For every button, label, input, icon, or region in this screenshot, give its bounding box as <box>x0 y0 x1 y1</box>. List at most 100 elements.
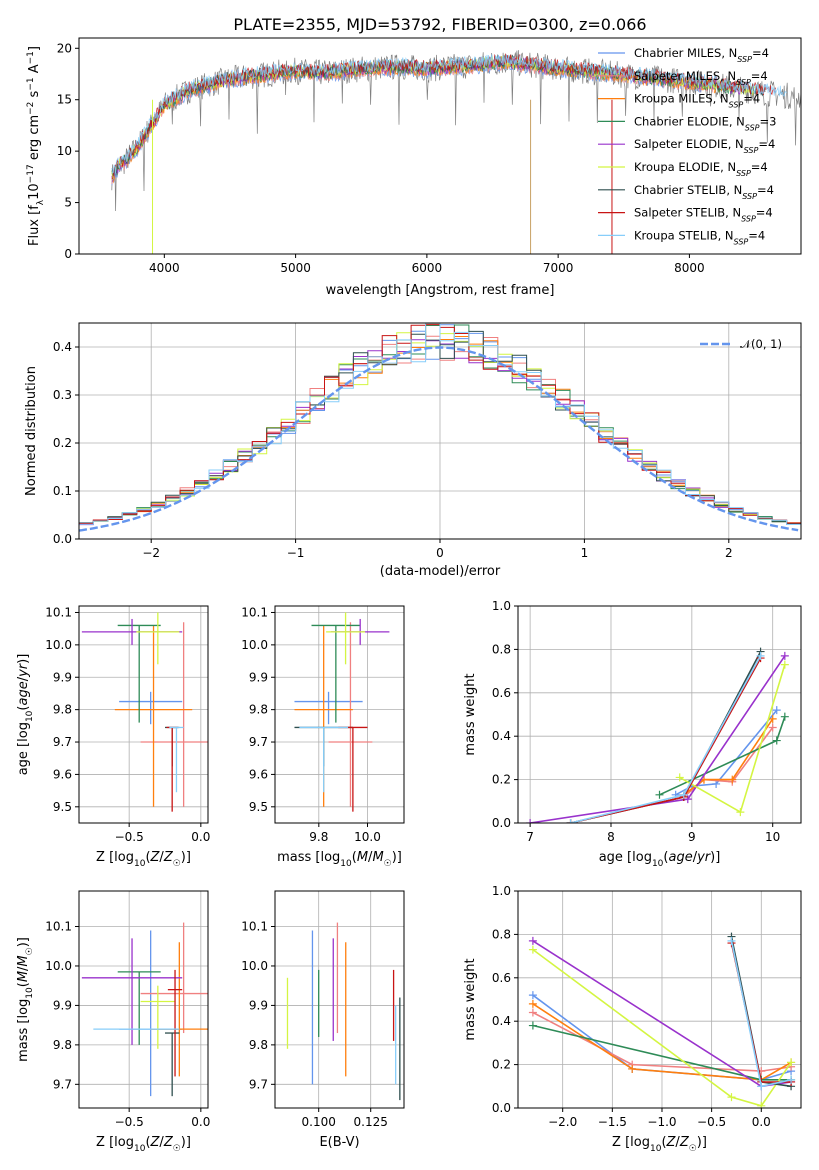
x-tick-label: −2.0 <box>548 1115 577 1129</box>
legend-subscript: SSP <box>734 237 749 246</box>
label-part: Z <box>163 1135 174 1150</box>
plus-marker <box>675 773 684 782</box>
plot-area <box>81 922 208 1097</box>
y-axis-label: mass weight <box>463 673 478 755</box>
x-tick-label: 8 <box>607 830 615 844</box>
y-tick-label: 15 <box>57 93 72 107</box>
mass-weight-line <box>570 655 762 823</box>
plus-marker <box>772 706 781 715</box>
label-part: Z [log <box>96 1135 134 1150</box>
legend-label: Salpeter STELIB, NSSP=4 <box>634 206 773 224</box>
label-part: / <box>693 850 698 865</box>
legend-subscript: SSP <box>744 146 759 155</box>
data-point <box>326 612 366 665</box>
data-point <box>114 625 193 807</box>
plus-marker <box>727 936 736 945</box>
plus-marker <box>528 945 537 954</box>
y-tick-label: 0.0 <box>492 1101 511 1115</box>
y-tick-label: 9.7 <box>53 735 72 749</box>
plus-marker <box>757 1082 766 1091</box>
legend: Chabrier MILES, NSSP=4 Salpeter MILES, NS… <box>598 46 776 246</box>
legend-label: Chabrier ELODIE, NSSP=3 <box>634 114 776 131</box>
y-tick-label: 10.0 <box>241 959 268 973</box>
label-part: M <box>372 850 383 865</box>
plus-marker <box>757 1101 766 1108</box>
x-tick-label: −1 <box>287 546 305 560</box>
legend-subscript: SSP <box>742 191 757 200</box>
legend-label: Salpeter ELODIE, NSSP=4 <box>634 137 775 155</box>
legend-subscript: SSP <box>745 123 760 132</box>
plot-area <box>111 50 801 254</box>
x-tick-label: 0.100 <box>302 1115 336 1129</box>
y-tick-label: 9.7 <box>249 735 268 749</box>
label-part: 10 <box>340 859 352 869</box>
plus-marker <box>756 651 765 660</box>
label-part: Z <box>150 1135 161 1150</box>
label-part: )] <box>181 850 191 865</box>
label-part: / <box>16 676 31 681</box>
label-part: ( <box>16 706 31 711</box>
label-part: Z [log <box>96 850 134 865</box>
y-tick-label: 10 <box>57 144 72 158</box>
mass-weight-line <box>675 709 778 796</box>
x-tick-label: −2 <box>142 546 160 560</box>
data-point <box>140 922 208 1034</box>
legend-label: Chabrier MILES, NSSP=4 <box>634 46 769 64</box>
mass-weight-line <box>532 1011 792 1072</box>
y-tick-label: 9.9 <box>249 998 268 1012</box>
mass-weight-series <box>566 654 765 823</box>
y-tick-label: 20 <box>57 41 72 55</box>
legend-value: =4 <box>751 69 768 83</box>
legend-value: =4 <box>751 160 768 174</box>
plus-marker <box>526 819 535 823</box>
x-tick-label: 0.0 <box>752 1115 771 1129</box>
y-axis-label: mass [log10(M/M☉)] <box>16 937 35 1062</box>
mass-weight-series <box>727 936 796 1091</box>
y-tick-label: 0.8 <box>492 642 511 656</box>
label-part: / <box>159 1135 164 1150</box>
label-part: age [log <box>599 850 652 865</box>
data-point <box>117 971 161 1045</box>
label-part: Z <box>666 1135 677 1150</box>
x-tick-label: 0.0 <box>191 1115 210 1129</box>
plus-marker <box>679 790 688 799</box>
data-point <box>338 726 368 812</box>
data-point <box>140 622 208 807</box>
y-tick-label: 10.1 <box>45 605 72 619</box>
x-axis-label: Z [log10(Z/Z☉)] <box>96 850 191 869</box>
legend-text: Kroupa ELODIE, N <box>634 160 736 174</box>
x-axis-label: E(B-V) <box>319 1135 359 1150</box>
normal-reference-curve <box>79 346 799 532</box>
mass-weight-series <box>526 651 789 823</box>
legend-value: =4 <box>756 206 773 220</box>
legend-text: Salpeter ELODIE, N <box>634 137 744 151</box>
x-axis-label: wavelength [Angstrom, rest frame] <box>326 283 555 298</box>
label-part: M <box>357 850 368 865</box>
label-part: ( <box>352 850 357 865</box>
label-part: ( <box>661 1135 666 1150</box>
label-part: −1 <box>26 77 36 90</box>
grid-lines <box>275 891 404 1108</box>
y-tick-label: 10.0 <box>45 638 72 652</box>
y-tick-label: 9.6 <box>53 767 72 781</box>
legend-label: Salpeter MILES, NSSP=4 <box>634 69 768 87</box>
data-point <box>136 612 180 665</box>
x-tick-label: 0.0 <box>191 830 210 844</box>
label-part: ] <box>27 46 42 51</box>
data-point <box>119 691 183 725</box>
y-tick-label: 10.1 <box>241 920 268 934</box>
age-vs-mass-panel: 9.8 10.0 9.5 9.6 9.7 9.8 9.9 10.0 10.1 mass [log1… <box>241 605 405 869</box>
x-tick-label: 0 <box>436 546 444 560</box>
mass-weight-series <box>566 651 765 823</box>
label-part: )] <box>181 1135 191 1150</box>
x-tick-label: 5000 <box>280 261 311 275</box>
y-tick-label: 9.9 <box>53 998 72 1012</box>
y-tick-label: 0.4 <box>53 340 72 354</box>
label-part: 10 <box>25 710 35 722</box>
label-part: / <box>675 1135 680 1150</box>
data-point <box>117 624 161 723</box>
legend-text: Chabrier ELODIE, N <box>634 114 745 128</box>
x-tick-label: 4000 <box>149 261 180 275</box>
x-axis-label: (data-model)/error <box>380 564 501 579</box>
label-part: 10 <box>134 1144 146 1154</box>
